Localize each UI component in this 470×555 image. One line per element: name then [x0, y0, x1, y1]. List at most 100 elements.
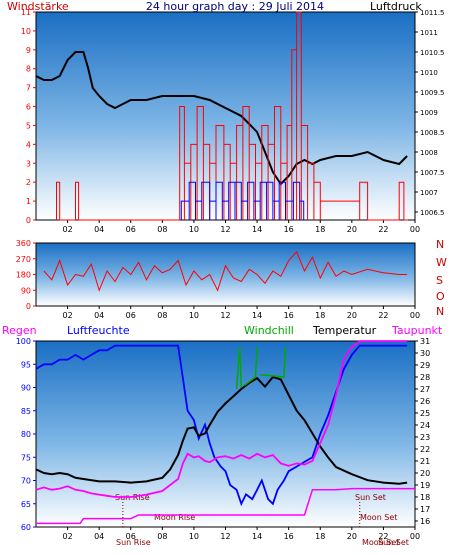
x-tick-label: 08	[157, 532, 167, 541]
y-tick-label-left: 70	[21, 477, 31, 486]
x-tick-label: 04	[94, 225, 104, 234]
x-tick-label: 08	[157, 225, 167, 234]
axis-annotation-sun-rise: Sun Rise	[116, 538, 151, 547]
y-tick-label-left: 9	[26, 46, 31, 55]
y-tick-label-left: 7	[26, 84, 31, 93]
series-regen	[36, 487, 415, 525]
series-wind	[56, 11, 408, 221]
x-tick-label: 16	[284, 225, 294, 234]
x-tick-label: 02	[62, 532, 72, 541]
y-tick-label-left: 360	[16, 239, 31, 248]
y-tick-label-right: 23	[420, 433, 430, 442]
series-luftdruck	[35, 51, 408, 186]
x-tick-label: 04	[94, 532, 104, 541]
y-tick-label-right: 1007.5	[420, 169, 445, 177]
y-tick-label-right: 30	[420, 349, 430, 358]
y-tick-label-left: 11	[21, 8, 31, 17]
y-tick-label-right: 1009.5	[420, 89, 445, 97]
y-tick-label-right: 26	[420, 397, 430, 406]
x-tick-label: 22	[378, 225, 388, 234]
y-tick-label-right: 1006.5	[420, 209, 445, 217]
y-tick-label-left: 0	[26, 216, 31, 225]
y-tick-label-left: 6	[26, 103, 31, 112]
x-tick-label: 14	[252, 311, 262, 320]
axis-annotation-moon-set: Moon Set	[362, 538, 399, 547]
series-luftfeuchte	[35, 344, 408, 507]
y-tick-label-right: 1010	[420, 69, 438, 77]
y-tick-label-right: 18	[420, 493, 430, 502]
series-windchill	[243, 346, 258, 386]
legend-temperatur: Temperatur	[312, 324, 377, 337]
y-tick-label-left: 0	[26, 302, 31, 311]
series-temperatur	[35, 375, 408, 485]
x-tick-label: 12	[220, 532, 230, 541]
x-tick-label: 10	[189, 225, 199, 234]
y-tick-label-left: 95	[21, 360, 31, 369]
legend-taupunkt: Taupunkt	[391, 324, 443, 337]
y-tick-label-left: 1	[26, 197, 31, 206]
chart-marks: 02 04 06 08 10 12 14 16 18 20 22 000123456789101110…	[16, 8, 445, 541]
y-tick-label-left: 8	[26, 65, 31, 74]
y-tick-label-left: 75	[21, 453, 31, 462]
x-tick-label: 04	[94, 311, 104, 320]
y-tick-label-left: 270	[16, 255, 31, 264]
direction-letter-s: S	[436, 274, 443, 287]
y-tick-label-right: 1011	[420, 29, 438, 37]
series-windchill	[260, 346, 287, 378]
y-tick-label-right: 29	[420, 361, 430, 370]
x-tick-label: 20	[347, 311, 357, 320]
series-windrichtung	[43, 250, 408, 292]
y-tick-label-right: 20	[420, 469, 430, 478]
y-tick-label-right: 1008.5	[420, 129, 445, 137]
x-tick-label: 10	[189, 311, 199, 320]
x-tick-label: 22	[378, 311, 388, 320]
y-tick-label-right: 16	[420, 517, 430, 526]
x-tick-label: 14	[252, 225, 262, 234]
direction-letter-o: O	[436, 290, 445, 303]
y-tick-label-left: 10	[21, 27, 31, 36]
y-tick-label-left: 80	[21, 430, 31, 439]
panel-wind-direction	[35, 242, 416, 307]
x-tick-label: 02	[62, 225, 72, 234]
y-tick-label-right: 1009	[420, 109, 438, 117]
x-tick-label: 16	[284, 311, 294, 320]
y-tick-label-right: 17	[420, 505, 430, 514]
y-tick-label-right: 21	[420, 457, 430, 466]
x-tick-label: 16	[284, 532, 294, 541]
x-tick-label: 12	[220, 311, 230, 320]
y-tick-label-right: 1011.5	[420, 9, 445, 17]
y-tick-label-right: 24	[420, 421, 430, 430]
x-tick-label: 12	[220, 225, 230, 234]
legend-regen: Regen	[2, 324, 37, 337]
y-tick-label-left: 90	[21, 384, 31, 393]
y-tick-label-right: 1008	[420, 149, 438, 157]
x-tick-label: 14	[252, 532, 262, 541]
annotation-moon-rise: Moon Rise	[154, 513, 195, 522]
direction-letter-n-bottom: N	[436, 305, 444, 318]
x-tick-label: 18	[315, 311, 325, 320]
y-tick-label-right: 28	[420, 373, 430, 382]
y-tick-label-left: 5	[26, 121, 31, 130]
y-tick-label-right: 25	[420, 409, 430, 418]
y-tick-label-right: 22	[420, 445, 430, 454]
y-tick-label-left: 2	[26, 178, 31, 187]
x-tick-label: 00	[410, 311, 420, 320]
annotation-moon-set: Moon Set	[360, 513, 397, 522]
x-tick-label: 06	[126, 532, 136, 541]
y-tick-label-right: 1007	[420, 189, 438, 197]
legend-luftfeuchte: Luftfeuchte	[67, 324, 130, 337]
series-taupunkt	[35, 340, 408, 498]
y-tick-label-right: 31	[420, 337, 430, 346]
x-tick-label: 02	[62, 311, 72, 320]
x-tick-label: 20	[347, 225, 357, 234]
page-title: 24 hour graph day : 29 Juli 2014	[146, 0, 324, 13]
y-tick-label-left: 60	[21, 523, 31, 532]
x-tick-label: 10	[189, 532, 199, 541]
y-tick-label-left: 65	[21, 500, 31, 509]
wind-strength-label: Windstärke	[7, 0, 69, 13]
legend-windchill: Windchill	[244, 324, 294, 337]
annotation-sun-set: Sun Set	[355, 493, 386, 502]
panel-wind-pressure	[35, 11, 416, 221]
x-tick-label: 00	[410, 225, 420, 234]
